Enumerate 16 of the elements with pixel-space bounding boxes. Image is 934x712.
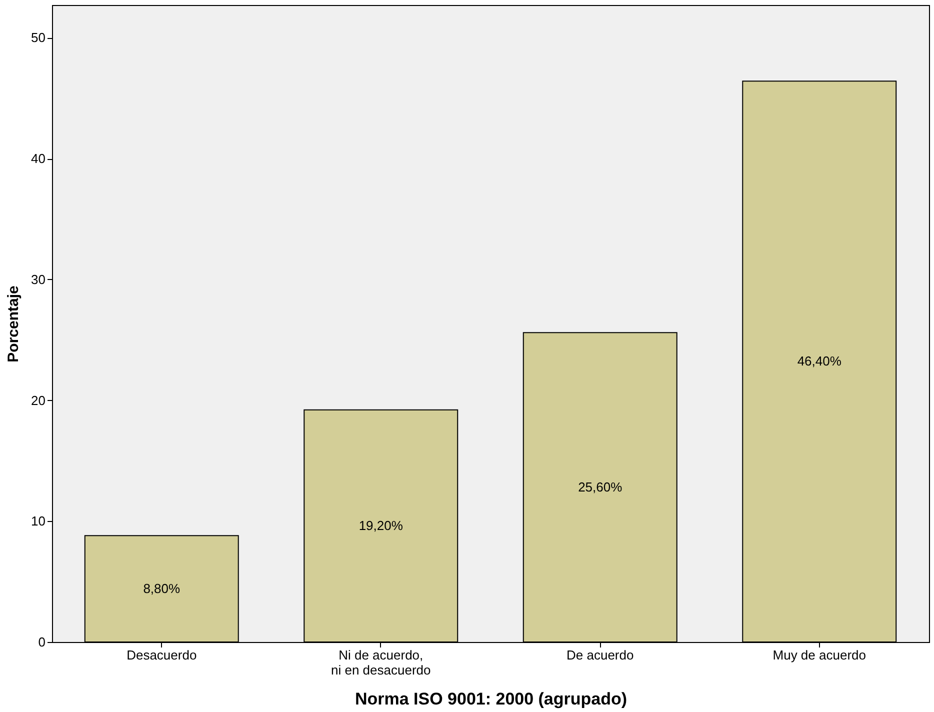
y-axis-title: Porcentaje bbox=[5, 286, 22, 362]
data-label: 19,20% bbox=[358, 518, 404, 533]
y-tick-label: 0 bbox=[38, 634, 46, 650]
data-label: 8,80% bbox=[143, 580, 180, 596]
data-label: 46,40% bbox=[797, 354, 842, 369]
x-tick-label: Desacuerdo bbox=[126, 648, 197, 662]
y-tick-label: 20 bbox=[31, 392, 46, 408]
y-tick-label: 40 bbox=[31, 151, 46, 166]
x-axis-title: Norma ISO 9001: 2000 (agrupado) bbox=[354, 690, 628, 708]
y-tick-label: 10 bbox=[31, 514, 46, 529]
x-tick-label: De acuerdo bbox=[566, 648, 634, 662]
y-tick-label: 30 bbox=[31, 272, 46, 287]
x-tick-label: Ni de acuerdo, ni en desacuerdo bbox=[331, 648, 431, 678]
data-label: 25,60% bbox=[578, 479, 623, 494]
y-tick-label: 50 bbox=[31, 30, 46, 46]
x-tick-label: Muy de acuerdo bbox=[772, 648, 866, 662]
